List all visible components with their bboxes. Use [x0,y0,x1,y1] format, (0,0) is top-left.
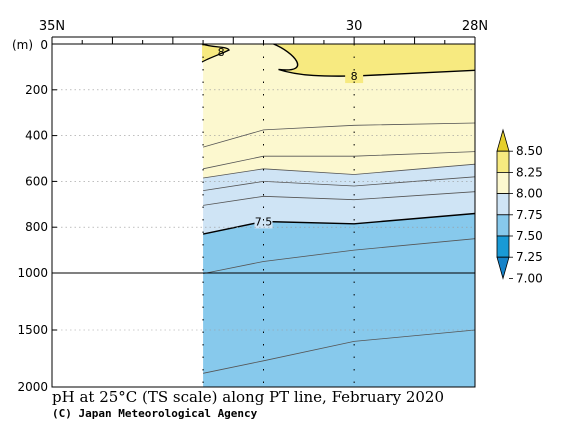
colorbar-label-8.25: 8.25 [516,165,543,179]
x-tick-label-30: 30 [346,19,363,34]
colorbar-cell-5 [496,235,510,258]
y-tick-label-0: 0 [40,38,48,52]
contour-label-bg-8 [345,71,364,84]
x-tick-label-35N: 35N [39,19,65,34]
fill-band-8-00 [273,44,475,77]
fill-band-8-00-west [202,44,230,62]
colorbar-label-7.50: 7.50 [516,229,543,243]
y-tick-label-200: 200 [25,83,48,97]
colorbar-label-8.50: 8.50 [516,144,543,158]
contour-line-7-7 [203,176,476,191]
fill-band-7-25 [203,213,475,387]
y-tick-label-1000: 1000 [17,266,48,280]
colorbar-label-7.75: 7.75 [516,208,543,222]
contour-line-7-3 [203,329,476,374]
contour-line-7-5 [202,212,476,235]
y-tick-label-400: 400 [25,129,48,143]
x-tick-label-28N: 28N [462,19,488,34]
axes: 35N 30 28N 200 400 600 800 1000 1500 2000 0 [17,19,488,394]
colorbar-cell-1 [496,150,510,173]
contour-line-7-8 [203,151,476,170]
colorbar-label-7.25: 7.25 [516,250,543,264]
colorbar-cell-2 [496,171,510,194]
contour-label-bg-7-5 [254,216,273,229]
contour-label-8-west: 8 [218,46,225,59]
colorbar: 8.50 8.25 8.00 7.75 7.50 7.25 7.00 [496,128,543,285]
colorbar-cell-bottom [496,256,510,280]
credit-line: (C) Japan Meteorological Agency [52,407,258,420]
contour-line-7-6 [203,191,476,206]
y-unit-label: (m) [12,38,33,52]
chart-title: pH at 25°C (TS scale) along PT line, Feb… [52,388,444,406]
contour-line-7-4 [203,238,476,274]
contour-lines: 87.58 [201,43,476,374]
contour-label-7-5: 7.5 [255,215,273,228]
contour-line-8-west [201,43,230,63]
colorbar-label-8.00: 8.00 [516,187,543,201]
contour-label-8: 8 [351,70,358,83]
contour-line-8 [273,43,476,77]
colorbar-cell-3 [496,193,510,216]
colorbar-cell-top [496,128,510,152]
contour-line-7-75 [203,163,476,179]
y-tick-label-600: 600 [25,174,48,188]
colorbar-label-7.00: 7.00 [516,271,543,285]
contour-line-7-9 [202,122,476,148]
fill-band-7-75 [203,44,475,178]
colorbar-cell-4 [496,214,510,237]
y-tick-label-800: 800 [25,220,48,234]
y-tick-label-2000: 2000 [17,380,48,394]
y-tick-label-1500: 1500 [17,323,48,337]
